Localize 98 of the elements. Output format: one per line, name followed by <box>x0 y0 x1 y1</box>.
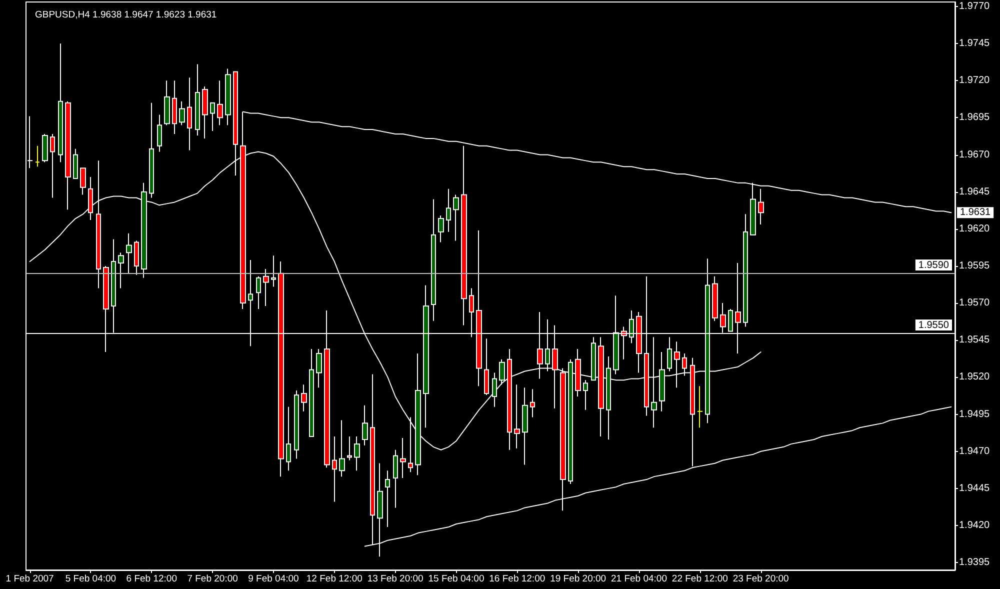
candlestick <box>591 336 596 381</box>
candlestick <box>210 102 215 132</box>
y-tick-label: 1.9545 <box>959 334 990 346</box>
candlestick <box>446 188 451 232</box>
candlestick <box>743 214 748 328</box>
y-tick-label: 1.9570 <box>959 298 990 309</box>
candlestick <box>225 68 231 126</box>
candlestick <box>712 276 718 322</box>
candlestick <box>393 449 398 508</box>
candlestick <box>674 341 680 388</box>
candlestick <box>530 388 535 418</box>
candlestick <box>453 194 459 242</box>
candlestick <box>118 252 124 289</box>
candlestick <box>461 145 467 326</box>
candlestick <box>484 338 489 396</box>
x-tick-label: 5 Feb 04:00 <box>65 574 116 584</box>
x-tick-label: 12 Feb 12:00 <box>306 574 362 584</box>
candlestick <box>758 188 764 225</box>
x-tick-label: 16 Feb 12:00 <box>489 574 546 584</box>
y-tick-label: 1.9495 <box>959 408 990 420</box>
candlestick <box>316 348 322 388</box>
ref-line-label: 1.9590 <box>918 260 950 271</box>
candlestick <box>179 100 185 126</box>
candlestick <box>42 133 48 163</box>
x-tick-label: 23 Feb 20:00 <box>732 574 789 584</box>
candlestick <box>50 133 55 198</box>
candlestick <box>659 351 665 412</box>
candlestick <box>598 336 604 438</box>
ref-line-label: 1.9550 <box>918 320 950 331</box>
candlestick <box>157 114 162 152</box>
candlestick <box>385 470 390 528</box>
y-tick-label: 1.9670 <box>959 149 990 160</box>
x-tick-label: 19 Feb 20:00 <box>550 574 606 584</box>
x-tick-label: 7 Feb 20:00 <box>187 574 238 584</box>
candlestick <box>606 356 611 440</box>
candlestick <box>354 436 360 472</box>
y-tick-label: 1.9395 <box>959 557 990 568</box>
candlestick <box>73 148 78 179</box>
candlestick <box>514 384 520 449</box>
y-tick-label: 1.9420 <box>959 520 990 532</box>
y-tick-label: 1.9595 <box>959 260 990 272</box>
candlestick <box>96 160 101 289</box>
candlestick <box>164 80 170 126</box>
candlestick <box>667 336 672 372</box>
y-tick-label: 1.9770 <box>959 0 990 12</box>
candlestick <box>339 420 345 478</box>
candlestick <box>35 145 40 168</box>
candlestick <box>202 86 208 139</box>
y-tick-label: 1.9745 <box>959 38 990 50</box>
candlestick <box>217 80 223 126</box>
y-tick-label: 1.9620 <box>959 223 990 234</box>
candlestick <box>332 436 337 502</box>
x-tick-label: 22 Feb 12:00 <box>672 574 728 584</box>
text: GBPUSD,H4 1.9638 1.9647 1.9623 1.9631 <box>35 10 217 20</box>
candlestick <box>438 215 444 243</box>
candlestick <box>294 390 299 460</box>
candlestick <box>263 268 269 307</box>
y-tick-label: 1.9720 <box>959 75 990 86</box>
x-tick-label: 15 Feb 04:00 <box>428 574 484 584</box>
candlestick <box>271 255 276 288</box>
candlestick <box>651 336 657 428</box>
y-tick-label: 1.9520 <box>959 372 990 383</box>
candlestick <box>80 168 86 196</box>
y-tick-label: 1.9695 <box>959 112 990 124</box>
candlestick <box>499 358 505 386</box>
candlestick <box>58 43 63 163</box>
candlestick <box>431 198 436 322</box>
candlestick <box>286 406 291 472</box>
candlestick <box>301 384 307 412</box>
y-tick-label: 1.9445 <box>959 482 990 494</box>
candlestick <box>134 240 139 276</box>
candlestick <box>362 404 368 446</box>
candlestick <box>172 80 177 134</box>
x-tick-label: 9 Feb 04:00 <box>248 574 299 584</box>
candlestick <box>149 102 154 198</box>
candlestick <box>88 176 93 221</box>
x-tick-label: 13 Feb 20:00 <box>367 574 424 584</box>
candlestick <box>141 182 147 278</box>
candlestick <box>583 380 588 410</box>
x-tick-label: 21 Feb 04:00 <box>610 574 667 584</box>
candlestick <box>575 348 581 397</box>
candlestick <box>697 386 703 428</box>
x-tick-label: 6 Feb 12:00 <box>126 574 178 584</box>
candlestick <box>65 100 71 210</box>
candlestick <box>492 372 497 408</box>
x-tick-label: 1 Feb 2007 <box>6 574 54 584</box>
candlestick <box>256 276 261 310</box>
candlestick <box>682 352 687 376</box>
candlestick <box>187 77 192 151</box>
candlestick <box>400 438 406 479</box>
candlestick <box>309 348 314 438</box>
y-tick-label: 1.9470 <box>959 446 990 457</box>
candlestick <box>126 232 132 274</box>
y-tick-label: 1.9645 <box>959 186 990 198</box>
candlestick <box>195 64 200 136</box>
candlestick <box>522 387 528 466</box>
candlestick <box>347 436 352 461</box>
annotation: 1.9631 <box>960 207 992 218</box>
